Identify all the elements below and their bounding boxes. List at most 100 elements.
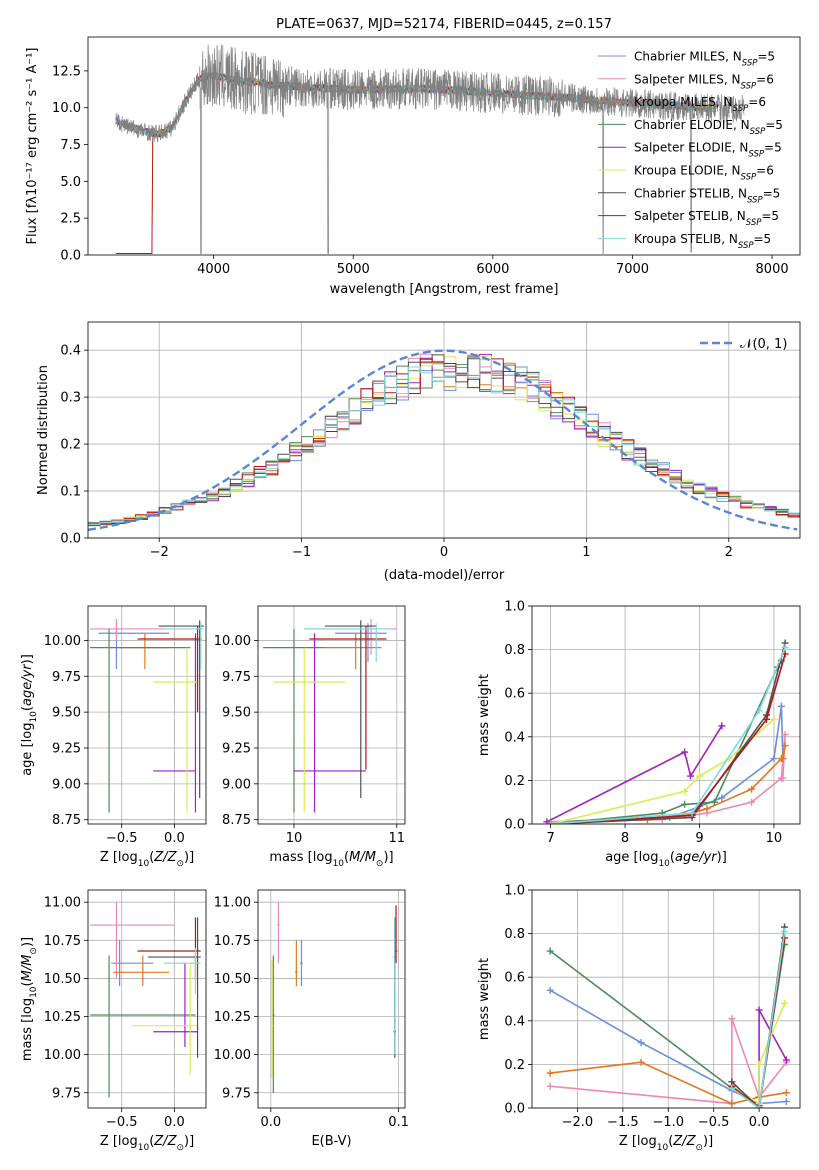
x-tick-label: −1 — [292, 545, 311, 560]
mass-weight-line — [550, 718, 775, 824]
y-axis-label: mass [log10(M/M⊙)] — [20, 937, 39, 1061]
y-axis-label: mass weight — [477, 958, 492, 1040]
mass-weight-line — [546, 725, 723, 823]
y-tick-label: 0.8 — [504, 927, 525, 942]
axes-frame — [257, 889, 406, 1109]
mass-weight-line — [647, 745, 786, 821]
legend-entry: Kroupa STELIB, NSSP=5 — [634, 232, 771, 251]
x-tick-label: 6000 — [476, 262, 509, 277]
plot-area — [90, 618, 204, 813]
mass-weight-line — [550, 642, 786, 824]
x-tick-label: −0.5 — [106, 1115, 138, 1130]
y-tick-label: 0.0 — [60, 532, 81, 547]
y-tick-label: 0.4 — [504, 730, 525, 745]
y-tick-label: 0.8 — [504, 643, 525, 658]
mass-weight-marker — [770, 755, 778, 763]
x-axis-label: Z [log10(Z/Z⊙)] — [100, 850, 194, 869]
x-axis-label: Z [log10(Z/Z⊙)] — [619, 1134, 713, 1153]
panel-age-vs-Z: −0.5 0.0 8.75 9.00 9.25 9.50 9.75 10.00 Z [log10… — [20, 605, 207, 869]
y-tick-label: 0.0 — [60, 249, 81, 264]
y-tick-label: 8.75 — [52, 813, 81, 828]
y-tick-label: 8.75 — [222, 813, 251, 828]
panel-mass-weight-vs-age: 7 8 9 10 0.0 0.2 0.4 0.6 0.8 1.0 age [log10(age/yr… — [477, 600, 801, 869]
x-tick-label: 0.0 — [749, 1115, 770, 1130]
y-axis-label: Normed distribution — [36, 365, 51, 495]
y-tick-label: 12.5 — [52, 64, 81, 79]
mass-weight-line — [731, 926, 786, 1108]
y-tick-label: 0.1 — [60, 485, 81, 500]
x-tick-label: 5000 — [337, 262, 370, 277]
x-tick-label: 0.0 — [260, 1115, 281, 1130]
normal-reference-curve — [88, 349, 798, 531]
y-tick-label: 0.0 — [504, 818, 525, 833]
y-tick-label: 9.75 — [222, 670, 251, 685]
y-tick-label: 9.75 — [222, 1086, 251, 1101]
x-tick-label: 7000 — [616, 262, 649, 277]
mass-weight-marker — [681, 787, 689, 795]
mass-weight-line — [550, 647, 786, 824]
y-tick-label: 0.2 — [504, 1058, 525, 1073]
y-tick-label: 9.00 — [222, 777, 251, 792]
mass-weight-marker — [546, 947, 554, 955]
legend-entry: Chabrier MILES, NSSP=5 — [634, 50, 775, 69]
legend-entry: Salpeter STELIB, NSSP=5 — [634, 209, 779, 228]
y-tick-label: 10.00 — [44, 1048, 81, 1063]
histogram-step — [88, 359, 800, 525]
mass-weight-line — [550, 706, 784, 823]
y-tick-label: 10.25 — [214, 1010, 251, 1025]
mass-weight-marker — [748, 798, 756, 806]
mass-weight-marker — [779, 755, 787, 763]
mass-weight-marker — [710, 798, 718, 806]
panel-spectrum: PLATE=0637, MJD=52174, FIBERID=0445, z=0… — [25, 17, 801, 297]
plot-area — [263, 618, 397, 813]
panel-mass-vs-EBV: 0.0 0.1 9.75 10.00 10.25 10.50 10.75 11.00 — [214, 889, 409, 1130]
legend-entry: Kroupa MILES, NSSP=6 — [634, 95, 766, 114]
x-tick-label: 0 — [440, 545, 448, 560]
x-tick-label: 9 — [695, 831, 703, 846]
y-tick-label: 10.50 — [214, 972, 251, 987]
legend-entry: Salpeter MILES, NSSP=6 — [634, 72, 774, 91]
mass-weight-marker — [546, 1082, 554, 1090]
x-tick-label: −1.5 — [607, 1115, 639, 1130]
y-tick-label: 9.25 — [222, 741, 251, 756]
x-tick-label: −0.5 — [106, 831, 138, 846]
x-tick-label: 0.0 — [164, 831, 185, 846]
x-tick-label: −2.0 — [562, 1115, 594, 1130]
mass-weight-marker — [546, 1069, 554, 1077]
y-tick-label: 11.00 — [214, 896, 251, 911]
chart-title: PLATE=0637, MJD=52174, FIBERID=0445, z=0… — [276, 17, 612, 32]
y-axis-label: Flux [fλ10⁻¹⁷ erg cm⁻² s⁻¹ A⁻¹] — [25, 48, 40, 245]
mass-weight-marker — [718, 794, 726, 802]
mass-weight-marker — [547, 820, 555, 824]
plot-area — [115, 44, 745, 254]
y-tick-label: 0.0 — [504, 1102, 525, 1117]
y-tick-label: 10.25 — [44, 1010, 81, 1025]
x-tick-label: 10 — [286, 831, 303, 846]
observed-spectrum-line — [115, 44, 745, 254]
legend-entry: 𝒩(0, 1) — [740, 337, 787, 352]
x-tick-label: 7 — [546, 831, 554, 846]
mass-weight-line — [549, 944, 786, 1108]
panel-mass-vs-Z: −0.5 0.0 9.75 10.00 10.25 10.50 10.75 11.00 Z [l… — [20, 889, 207, 1153]
mass-weight-marker — [681, 800, 689, 808]
y-tick-label: 5.0 — [60, 175, 81, 190]
x-axis-label: E(B-V) — [311, 1134, 351, 1149]
mass-weight-marker — [718, 722, 726, 730]
mass-weight-marker — [763, 715, 770, 723]
axes-frame — [531, 889, 801, 1109]
y-tick-label: 10.75 — [44, 934, 81, 949]
x-axis-label: wavelength [Angstrom, rest frame] — [330, 282, 559, 297]
mass-weight-marker — [687, 772, 695, 780]
y-tick-label: 10.75 — [214, 934, 251, 949]
y-tick-label: 10.00 — [44, 634, 81, 649]
y-tick-label: 0.2 — [504, 774, 525, 789]
axes-frame — [257, 605, 406, 825]
y-tick-label: 9.25 — [52, 741, 81, 756]
mass-weight-marker — [546, 986, 554, 994]
mass-weight-line — [731, 931, 786, 1108]
mass-weight-line — [550, 653, 786, 824]
y-tick-label: 2.5 — [60, 212, 81, 227]
y-tick-label: 0.4 — [504, 1014, 525, 1029]
mass-weight-marker — [755, 1006, 763, 1014]
mass-weight-marker — [781, 731, 789, 739]
